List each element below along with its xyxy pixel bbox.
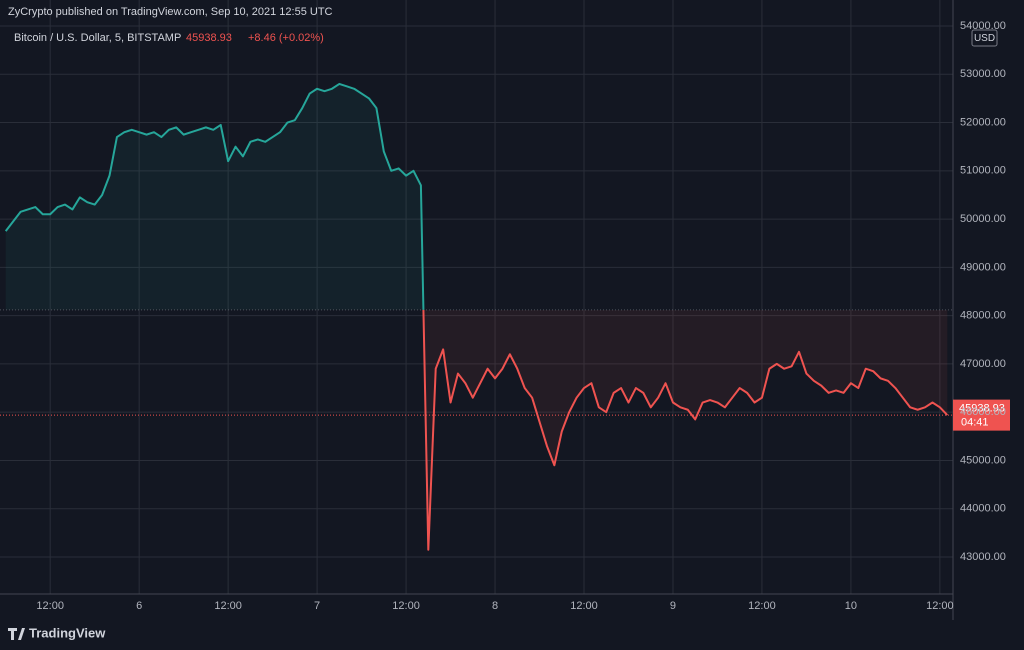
area-above bbox=[5, 83, 424, 310]
logo-mark bbox=[8, 628, 25, 640]
y-tick-label: 50000.00 bbox=[960, 213, 1006, 225]
currency-box[interactable] bbox=[971, 29, 998, 47]
x-tick-label: 10 bbox=[845, 600, 857, 612]
grid bbox=[0, 0, 953, 594]
x-tick-label: 12:00 bbox=[570, 600, 598, 612]
plot bbox=[0, 82, 953, 551]
price-label: 45938.93 04:41 bbox=[953, 399, 1010, 431]
price-line-above bbox=[4, 82, 425, 310]
y-tick-label: 46000.00 bbox=[960, 406, 1006, 418]
y-tick-label: 49000.00 bbox=[960, 261, 1006, 273]
currency: USD bbox=[974, 33, 995, 44]
y-tick-label: 52000.00 bbox=[960, 116, 1006, 128]
x-tick-label: 12:00 bbox=[748, 600, 776, 612]
x-tick-label: 12:00 bbox=[214, 600, 242, 612]
y-tick-label: 44000.00 bbox=[960, 503, 1006, 515]
logo: TradingView bbox=[8, 625, 106, 640]
y-tick-label: 47000.00 bbox=[960, 358, 1006, 370]
publisher: ZyCrypto published on TradingView.com, S… bbox=[8, 6, 333, 18]
price-line-below bbox=[422, 309, 949, 551]
x-tick-label: 12:00 bbox=[36, 600, 64, 612]
x-tick-label: 12:00 bbox=[392, 600, 420, 612]
price-change: +8.46 (+0.02%) bbox=[248, 32, 324, 44]
last-price: 45938.93 bbox=[186, 32, 232, 44]
price-label-value: 45938.93 bbox=[959, 403, 1005, 415]
y-tick-label: 51000.00 bbox=[960, 165, 1006, 177]
x-tick-label: 8 bbox=[492, 600, 498, 612]
x-tick-label: 12:00 bbox=[926, 600, 954, 612]
y-tick-label: 45000.00 bbox=[960, 454, 1006, 466]
symbol-title: Bitcoin / U.S. Dollar, 5, BITSTAMP bbox=[14, 32, 181, 44]
brand: TradingView bbox=[29, 625, 106, 640]
y-tick-label: 48000.00 bbox=[960, 310, 1006, 322]
x-tick-label: 6 bbox=[136, 600, 142, 612]
area-below bbox=[5, 309, 948, 550]
price-label-bg bbox=[953, 399, 1010, 431]
y-tick-label: 53000.00 bbox=[960, 68, 1006, 80]
x-tick-label: 7 bbox=[314, 600, 320, 612]
x-tick-label: 9 bbox=[670, 600, 676, 612]
y-tick-label: 43000.00 bbox=[960, 551, 1006, 563]
countdown: 04:41 bbox=[961, 417, 989, 429]
y-tick-label: 54000.00 bbox=[960, 20, 1006, 32]
